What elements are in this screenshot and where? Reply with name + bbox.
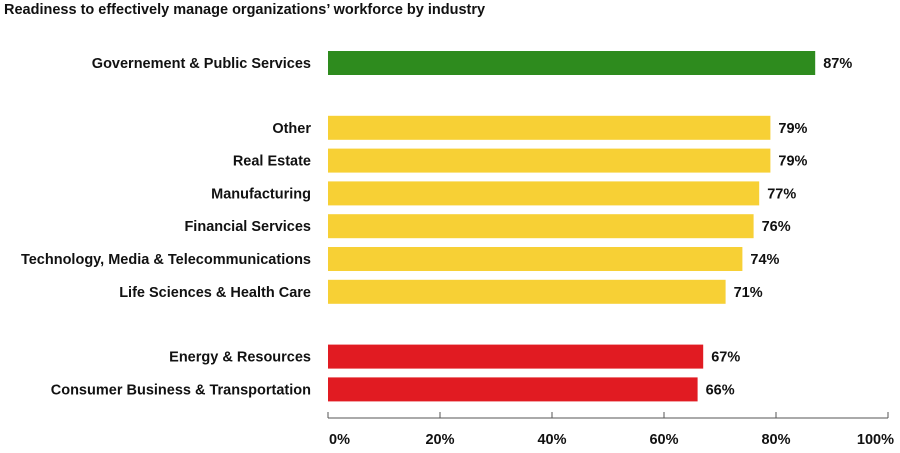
x-tick-label: 100%: [857, 432, 894, 448]
x-tick-label: 60%: [649, 432, 678, 448]
category-label: Life Sciences & Health Care: [119, 285, 311, 301]
category-label: Real Estate: [233, 154, 311, 170]
x-tick-label: 80%: [761, 432, 790, 448]
data-label: 79%: [778, 154, 807, 170]
bar: [328, 181, 760, 206]
chart-title: Readiness to effectively manage organiza…: [4, 2, 486, 18]
bar: [328, 247, 743, 271]
x-tick-label: 20%: [425, 432, 454, 448]
category-label: Governement & Public Services: [92, 56, 311, 72]
category-label: Manufacturing: [211, 186, 311, 202]
bar: [328, 214, 754, 239]
data-label: 74%: [750, 252, 779, 268]
bar: [328, 148, 771, 173]
data-label: 66%: [706, 382, 735, 398]
category-label: Other: [272, 121, 311, 137]
data-label: 76%: [762, 219, 791, 235]
category-label: Technology, Media & Telecommunications: [21, 252, 311, 268]
x-tick-label: 0%: [329, 432, 350, 448]
category-label: Financial Services: [184, 219, 311, 235]
bar: [328, 344, 704, 369]
data-label: 71%: [734, 285, 763, 301]
bar: [328, 279, 726, 304]
data-label: 79%: [778, 121, 807, 137]
data-label: 77%: [767, 186, 796, 202]
x-tick-label: 40%: [537, 432, 566, 448]
bar: [328, 115, 771, 140]
bar: [328, 377, 698, 402]
category-label: Consumer Business & Transportation: [51, 382, 311, 398]
data-label: 67%: [711, 350, 740, 366]
bar: [328, 51, 816, 75]
category-label: Energy & Resources: [169, 350, 311, 366]
data-label: 87%: [823, 56, 852, 72]
